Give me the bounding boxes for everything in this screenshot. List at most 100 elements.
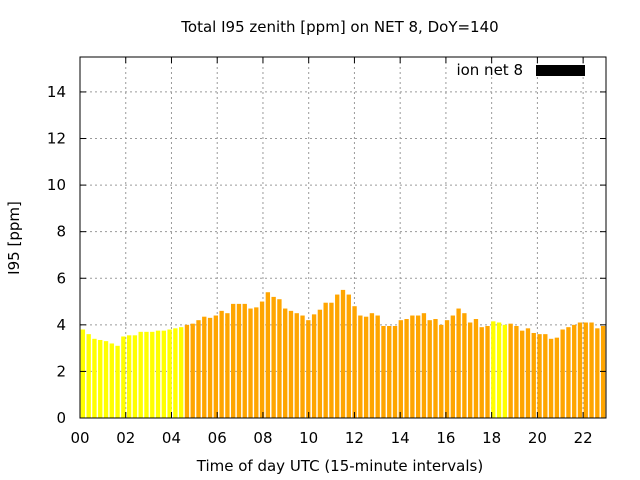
bar: [346, 294, 351, 418]
x-tick-label: 08: [253, 429, 272, 447]
bar: [184, 324, 190, 418]
chart-title: Total I95 zenith [ppm] on NET 8, DoY=140: [180, 18, 498, 36]
bar: [196, 320, 201, 418]
y-tick-label: 4: [56, 316, 66, 334]
bar: [161, 330, 166, 418]
bar: [219, 310, 224, 418]
bar: [404, 319, 409, 418]
bar: [202, 316, 207, 418]
bar: [335, 294, 340, 418]
bar: [207, 317, 213, 418]
x-tick-label: 06: [208, 429, 227, 447]
bar: [317, 309, 323, 418]
x-tick-label: 10: [299, 429, 318, 447]
x-tick-label: 04: [162, 429, 181, 447]
bar: [508, 323, 513, 418]
bar: [473, 319, 479, 418]
x-tick-label: 12: [345, 429, 364, 447]
bar: [427, 320, 432, 418]
bar: [115, 345, 120, 418]
x-axis-label: Time of day UTC (15-minute intervals): [196, 457, 483, 475]
bar: [548, 338, 554, 418]
bar: [98, 339, 103, 418]
bar: [126, 335, 132, 418]
bar: [392, 326, 398, 418]
bar: [479, 327, 484, 418]
bar: [537, 334, 542, 418]
bar: [375, 315, 380, 418]
bar: [138, 331, 143, 418]
bar: [491, 321, 496, 418]
bar: [352, 306, 357, 418]
bar: [554, 337, 560, 418]
bar: [415, 315, 421, 418]
bar: [242, 303, 247, 418]
bar: [144, 331, 149, 418]
bar: [577, 322, 583, 418]
bar: [329, 302, 334, 418]
bar: [132, 335, 138, 418]
y-axis-label: I95 [ppm]: [5, 201, 23, 275]
bar: [109, 343, 114, 418]
y-tick-label: 8: [56, 223, 66, 241]
bar: [173, 328, 178, 418]
bar: [254, 307, 259, 418]
bar: [410, 315, 415, 418]
bar: [283, 308, 288, 418]
bar: [190, 323, 195, 418]
bar: [271, 296, 276, 418]
bar: [300, 315, 305, 418]
bar: [421, 313, 427, 418]
bar: [381, 326, 386, 418]
bar: [456, 308, 461, 418]
bar-series: [80, 289, 606, 418]
bar: [600, 326, 606, 418]
bar: [485, 326, 490, 418]
bar: [398, 320, 403, 418]
bar: [236, 303, 242, 418]
bar: [450, 315, 455, 418]
bar: [225, 313, 230, 418]
bar: [231, 303, 236, 418]
x-tick-label: 14: [391, 429, 410, 447]
y-tick-label: 12: [47, 130, 66, 148]
bar: [531, 332, 536, 418]
bar: [444, 320, 450, 418]
legend-swatch: [536, 65, 585, 76]
legend: ion net 8: [456, 61, 585, 79]
bar: [560, 329, 565, 418]
bar: [213, 315, 219, 418]
y-tick-label: 6: [56, 269, 66, 287]
bar: [86, 334, 91, 418]
bar: [155, 330, 161, 418]
bar: [306, 320, 311, 418]
bar: [595, 328, 600, 418]
y-tick-label: 14: [47, 83, 66, 101]
bar: [265, 292, 271, 418]
bar: [248, 308, 253, 418]
bar: [525, 328, 531, 418]
legend-label: ion net 8: [456, 61, 523, 79]
bar: [462, 313, 467, 418]
bar: [439, 324, 444, 418]
bar: [502, 324, 508, 418]
bar: [121, 336, 126, 418]
x-tick-label: 00: [70, 429, 89, 447]
y-axis-ticks: 0 2 4 6 8 10 12 14: [47, 83, 606, 427]
bar: [514, 326, 519, 418]
bar: [340, 289, 346, 418]
bar: [589, 322, 594, 418]
bar: [583, 322, 588, 418]
bar: [277, 299, 282, 418]
bar: [433, 319, 438, 418]
bar: [288, 310, 294, 418]
bar: [178, 327, 184, 418]
bar: [92, 338, 97, 418]
bar: [520, 330, 525, 418]
bar: [150, 331, 155, 418]
bar: [259, 301, 265, 418]
x-tick-label: 20: [528, 429, 547, 447]
y-tick-label: 2: [56, 362, 66, 380]
bar: [167, 329, 172, 418]
